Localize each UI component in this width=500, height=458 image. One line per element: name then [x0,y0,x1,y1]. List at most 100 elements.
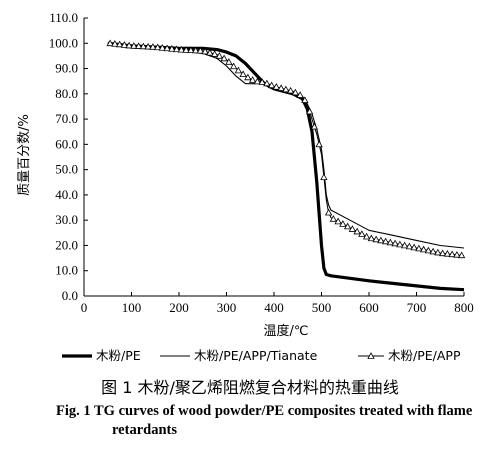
triangle-marker [315,140,323,148]
triangle-marker [372,235,380,243]
triangle-marker [125,41,133,49]
x-tick-label: 200 [169,300,189,315]
triangle-marker [358,230,366,237]
triangle-marker [253,77,262,85]
y-tick-label: 30.0 [55,212,78,227]
triangle-marker [381,237,390,245]
figure-caption-en-text: Fig. 1 TG curves of wood powder/PE compo… [56,403,473,438]
series-line-1 [107,41,465,292]
triangle-marker [225,58,233,65]
triangle-marker [448,250,456,258]
y-tick-label: 20.0 [55,237,78,252]
triangle-marker [282,85,290,93]
triangle-marker [267,81,276,89]
triangle-marker [353,227,361,235]
triangle-marker [111,40,119,47]
y-tick-label: 0.0 [62,288,78,303]
triangle-marker [415,244,423,252]
y-tick-label: 70.0 [55,111,78,126]
triangle-marker [320,173,328,181]
tg-chart: 0 100 200 300 400 500 600 700 800 0.0 10.0 20.0 30.0… [17,10,474,363]
triangle-marker [301,96,309,103]
triangle-marker [343,222,352,230]
triangle-marker [400,241,409,249]
y-tick-label: 40.0 [55,187,78,202]
triangle-marker [296,91,304,98]
y-tick-label: 60.0 [55,136,78,151]
triangle-marker [120,41,129,48]
triangle-marker [163,44,171,52]
triangle-marker [229,62,238,70]
x-axis-label: 温度/℃ [264,323,309,339]
x-tick-label: 100 [122,300,142,315]
y-tick-label: 90.0 [55,61,78,76]
triangle-marker [248,76,257,83]
triangle-marker [158,43,167,51]
triangle-marker [277,84,285,91]
x-tick-label: 300 [217,300,237,315]
x-tick-label: 600 [359,300,379,315]
triangle-marker [429,247,437,255]
legend-triangle-marker [367,352,375,359]
chart-legend: 木粉/PE 木粉/PE/APP/Tianate 木粉/PE/APP [62,348,461,363]
triangle-marker [153,43,162,51]
y-axis-label: 质量百分数/% [17,114,32,196]
legend-label-3: 木粉/PE/APP [388,348,461,363]
triangle-marker [453,250,461,258]
x-tick-label: 500 [312,300,332,315]
triangle-marker [434,248,442,256]
x-tick-label: 800 [454,300,474,315]
triangle-marker [196,46,205,54]
triangle-marker [244,73,252,81]
triangle-marker [310,122,319,130]
chart-axes: 0 100 200 300 400 500 600 700 800 0.0 10.0 20.0 30.0… [49,10,474,315]
triangle-marker [334,217,342,225]
triangle-marker [234,66,243,74]
chart-series [106,39,466,292]
triangle-marker [134,42,143,49]
triangle-marker [386,238,395,246]
triangle-marker [168,45,176,52]
triangle-marker [272,83,281,90]
triangle-marker [191,46,200,54]
triangle-marker [396,240,404,248]
triangle-marker [106,39,114,47]
triangle-marker [258,78,266,85]
triangle-marker [182,46,190,53]
triangle-marker [215,52,224,59]
y-tick-label: 100.0 [49,35,78,50]
triangle-marker [139,42,148,50]
triangle-marker [410,243,418,251]
triangle-marker [201,47,209,55]
triangle-marker [424,246,433,254]
y-tick-label: 50.0 [55,162,78,177]
y-tick-label: 10.0 [55,263,78,278]
legend-label-1: 木粉/PE [96,348,141,363]
y-tick-label: 80.0 [55,86,78,101]
triangle-marker [130,42,138,49]
figure-caption-cn: 图 1 木粉/聚乙烯阻燃复合材料的热重曲线 [101,378,399,397]
x-tick-label: 700 [407,300,427,315]
triangle-marker [291,88,300,96]
triangle-marker [348,225,357,232]
triangle-marker [263,79,271,87]
triangle-marker [149,43,157,50]
triangle-marker [419,245,428,253]
triangle-marker [210,50,219,57]
triangle-marker [377,236,385,244]
series-line-2 [107,42,465,249]
x-tick-label: 0 [81,300,88,315]
triangle-marker [115,40,124,48]
triangle-marker [220,54,228,62]
triangle-marker [329,215,338,222]
triangle-marker [391,239,399,247]
triangle-marker [144,42,152,50]
triangle-marker [362,232,371,240]
triangle-marker [172,45,181,53]
x-tick-label: 400 [264,300,284,315]
figure-caption-en: Fig. 1 TG curves of wood powder/PE compo… [56,402,496,440]
triangle-marker [305,107,314,115]
triangle-marker [187,46,195,54]
triangle-marker [405,242,414,250]
triangle-marker [206,48,214,56]
